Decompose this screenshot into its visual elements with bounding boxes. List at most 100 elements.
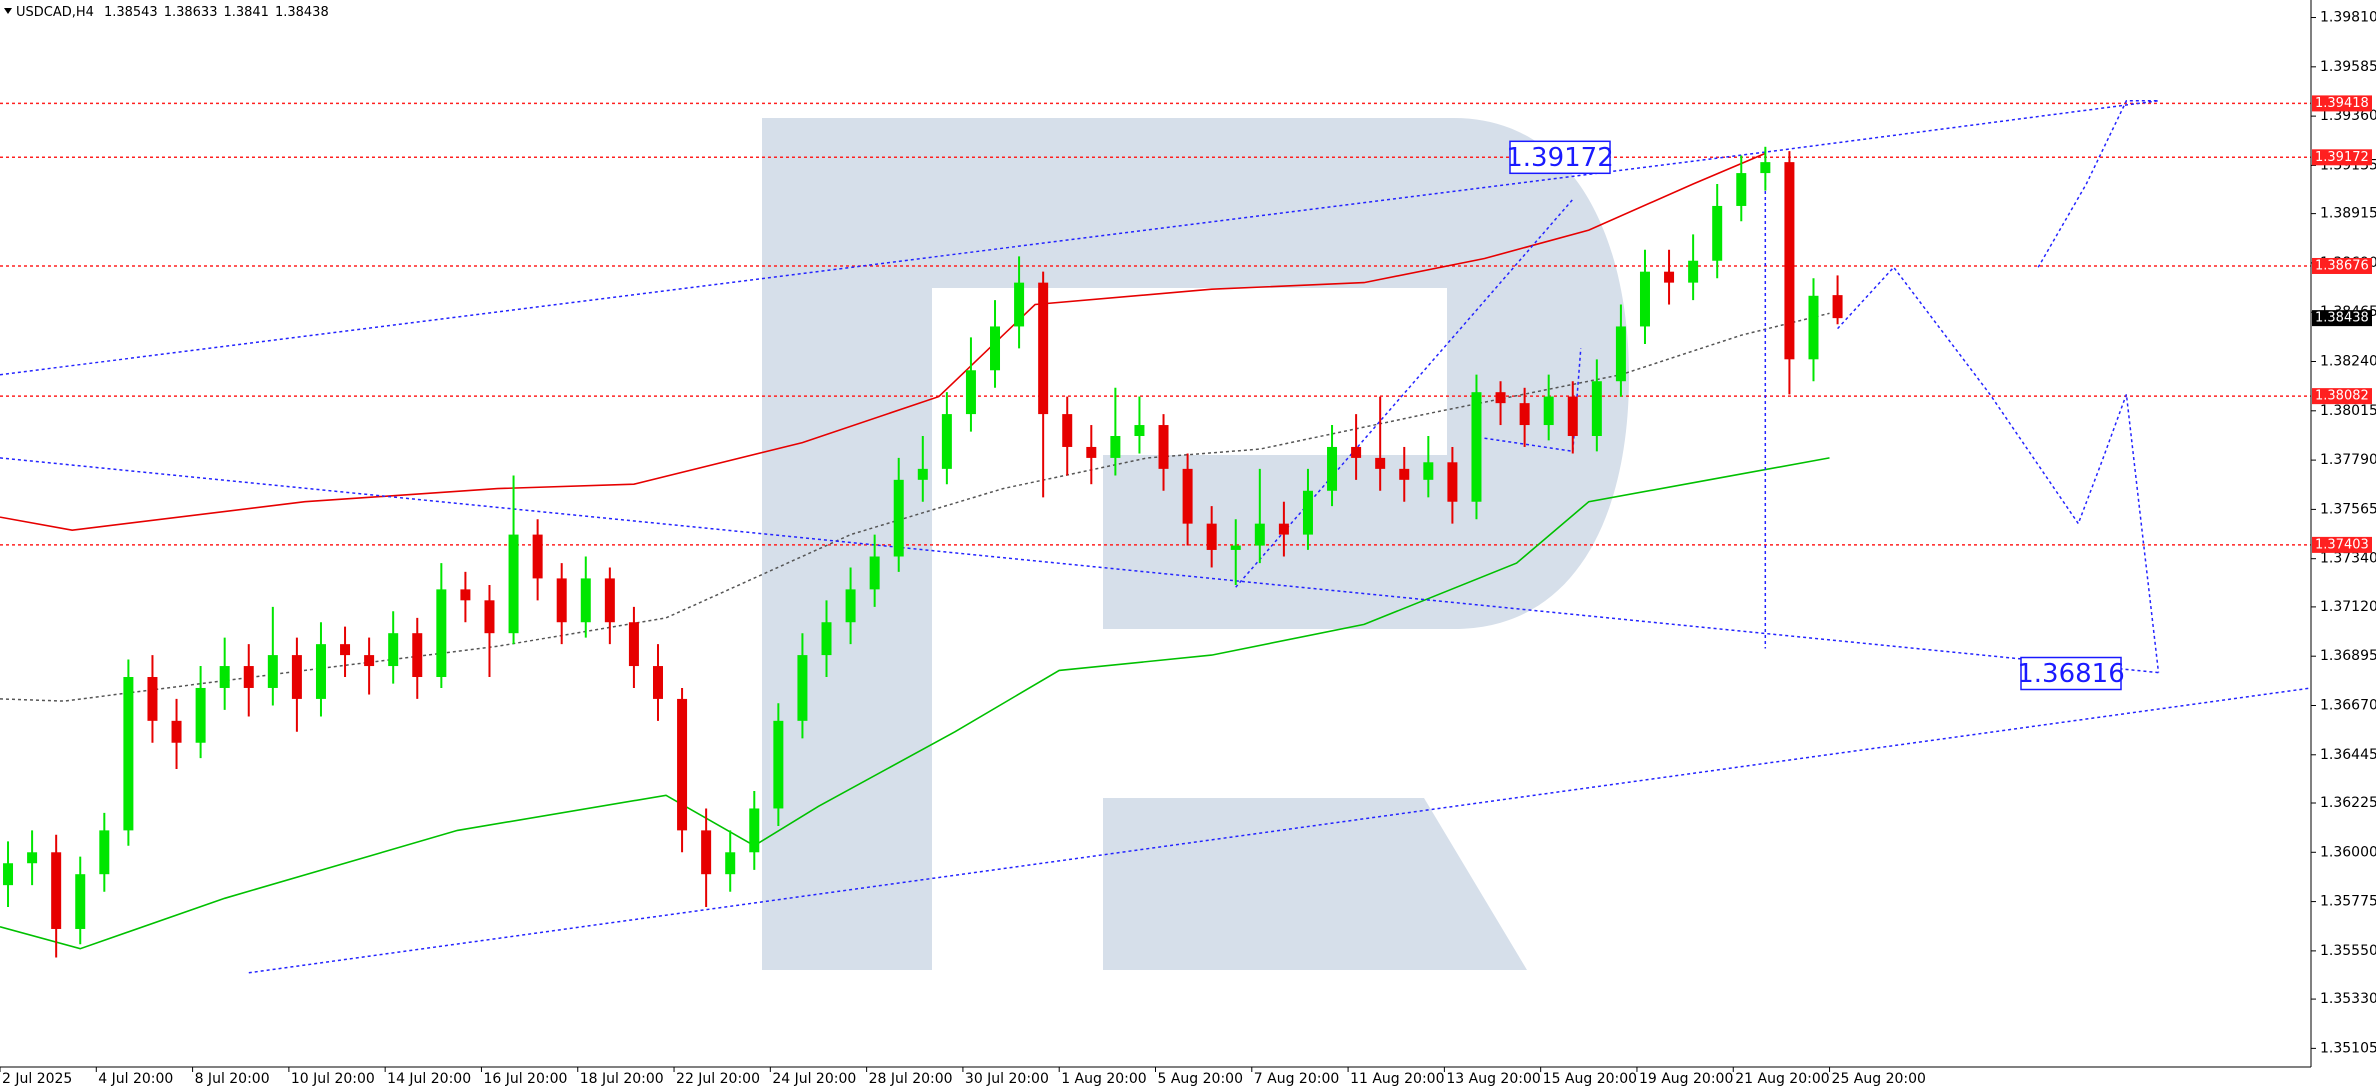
candle-body — [965, 370, 976, 415]
candle-body — [1134, 425, 1145, 437]
candle-body — [1062, 414, 1073, 447]
candle-body — [941, 414, 952, 469]
x-tick-label: 2 Jul 2025 — [2, 1071, 72, 1087]
x-tick-label: 14 Jul 20:00 — [387, 1071, 471, 1087]
candle-body — [604, 578, 615, 623]
drawing-line — [0, 100, 2159, 376]
watermark-leg — [1103, 798, 1527, 970]
candle-body — [147, 677, 158, 721]
level-tag — [2312, 95, 2372, 112]
level-label: 1.38082 — [2315, 389, 2369, 404]
annotation-label: 1.36816 — [2017, 659, 2125, 689]
candle-body — [1688, 260, 1699, 283]
watermark-stem — [762, 118, 932, 970]
candle-body — [1375, 457, 1386, 469]
candle-body — [219, 666, 230, 688]
candle-body — [1158, 425, 1169, 469]
candle-body — [1278, 523, 1289, 535]
x-tick-label: 7 Aug 20:00 — [1254, 1071, 1340, 1087]
close-value: 1.38438 — [275, 5, 329, 20]
candle-body — [869, 556, 880, 590]
level-tag — [2312, 257, 2372, 274]
y-tick-label: 1.38915 — [2320, 206, 2376, 222]
x-tick-label: 13 Aug 20:00 — [1446, 1071, 1540, 1087]
x-tick-label: 30 Jul 20:00 — [965, 1071, 1049, 1087]
x-tick-label: 16 Jul 20:00 — [483, 1071, 567, 1087]
candle-body — [1086, 446, 1097, 458]
annotation-box — [2020, 656, 2122, 691]
open-value: 1.38543 — [104, 5, 158, 20]
x-tick-label: 18 Jul 20:00 — [580, 1071, 664, 1087]
y-tick-label: 1.36000 — [2320, 844, 2376, 860]
candle-body — [701, 830, 712, 875]
candle-body — [1206, 523, 1217, 550]
candle-body — [1519, 403, 1530, 426]
candle-body — [1543, 396, 1554, 426]
candle-body — [773, 720, 784, 809]
y-tick-label: 1.35105 — [2320, 1040, 2376, 1056]
x-tick-label: 10 Jul 20:00 — [291, 1071, 375, 1087]
candle-body — [797, 655, 808, 721]
y-tick-label: 1.39585 — [2320, 59, 2376, 75]
candle-body — [291, 655, 302, 699]
candle-body — [436, 589, 447, 678]
symbol: USDCAD,H4 — [16, 5, 94, 20]
candle-body — [27, 852, 38, 864]
candle-body — [1302, 490, 1313, 535]
level-label: 1.39418 — [2315, 96, 2369, 111]
y-tick-label: 1.36445 — [2320, 747, 2376, 763]
y-tick-label: 1.37340 — [2320, 551, 2376, 567]
moving-average — [0, 457, 1830, 950]
candle-body — [845, 589, 856, 623]
candle-body — [1567, 396, 1578, 437]
candle-body — [243, 666, 254, 688]
candle-body — [315, 644, 326, 699]
annotation-box — [1509, 140, 1611, 175]
y-tick-label: 1.37120 — [2320, 599, 2376, 615]
x-tick-label: 19 Aug 20:00 — [1639, 1071, 1733, 1087]
candle-body — [508, 534, 519, 634]
price-tag — [2312, 310, 2372, 327]
y-tick-label: 1.37565 — [2320, 501, 2376, 517]
candle-body — [1712, 205, 1723, 261]
y-tick-label: 1.36670 — [2320, 697, 2376, 713]
y-tick-label: 1.38015 — [2320, 403, 2376, 419]
candle-body — [1784, 162, 1795, 360]
y-tick-label: 1.37790 — [2320, 452, 2376, 468]
candle-body — [1110, 436, 1121, 458]
y-tick-label: 1.35775 — [2320, 894, 2376, 910]
drawing-line — [248, 687, 2312, 974]
candle-body — [917, 468, 928, 480]
plot — [0, 100, 2312, 974]
candle-body — [725, 852, 736, 875]
candle-body — [1736, 173, 1747, 206]
x-tick-label: 8 Jul 20:00 — [195, 1071, 270, 1087]
candle-body — [3, 863, 14, 886]
level-tag — [2312, 536, 2372, 553]
candle-body — [749, 808, 760, 853]
candle-body — [1808, 295, 1819, 360]
candle-body — [1591, 381, 1602, 437]
level-label: 1.38676 — [2315, 258, 2369, 273]
drawing-line — [2037, 100, 2159, 268]
x-tick-label: 15 Aug 20:00 — [1543, 1071, 1637, 1087]
x-tick-label: 11 Aug 20:00 — [1350, 1071, 1444, 1087]
candle-body — [99, 830, 110, 875]
candle-body — [1351, 446, 1362, 458]
candle-body — [1471, 392, 1482, 502]
candle-body — [1760, 162, 1771, 174]
x-tick-label: 28 Jul 20:00 — [869, 1071, 953, 1087]
x-tick-label: 21 Aug 20:00 — [1735, 1071, 1829, 1087]
candle-body — [532, 534, 543, 579]
candle-body — [1327, 446, 1338, 491]
candle-body — [556, 578, 567, 623]
candle-body — [1038, 282, 1049, 415]
y-tick-label: 1.39360 — [2320, 108, 2376, 124]
drawing-line — [1837, 266, 2160, 673]
candle-body — [1832, 295, 1843, 319]
candle-body — [893, 479, 904, 557]
drawing-line — [0, 457, 2159, 674]
candle-body — [652, 666, 663, 699]
candle-body — [1254, 523, 1265, 546]
